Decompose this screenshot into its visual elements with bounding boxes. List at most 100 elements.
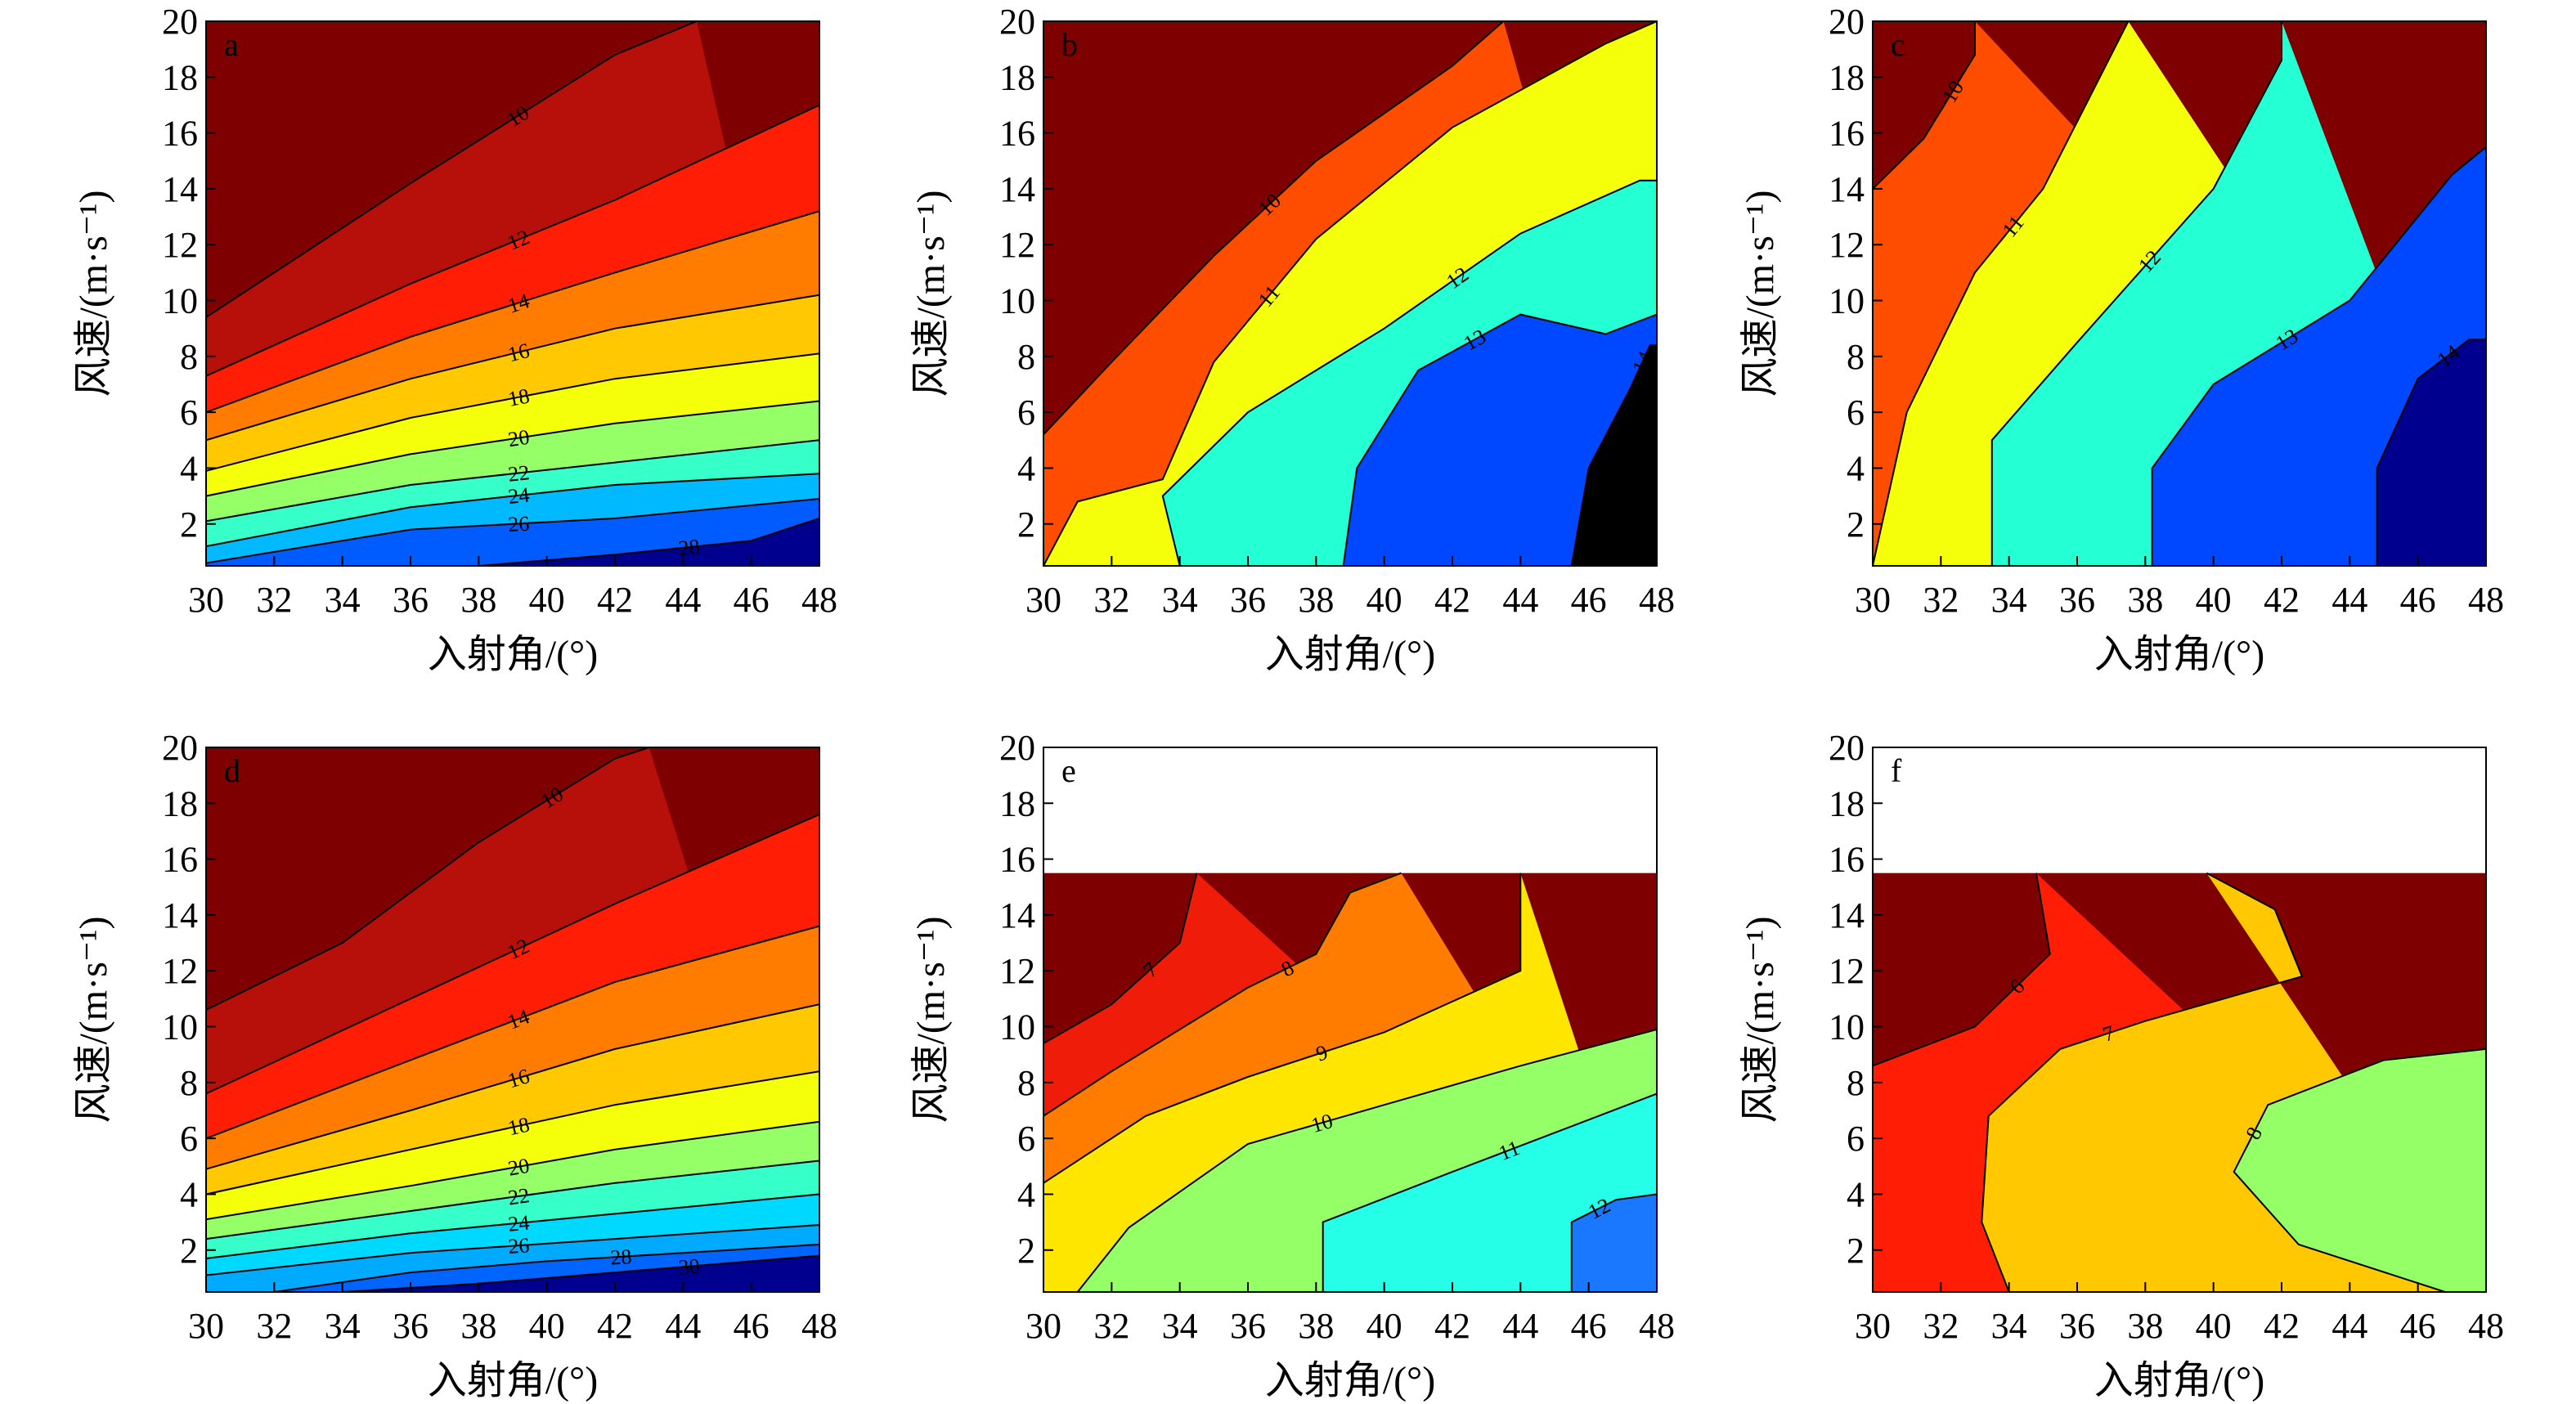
x-tick-label: 30 — [1025, 580, 1061, 620]
x-axis-label: 入射角/(°) — [428, 633, 599, 676]
y-tick-label: 10 — [162, 281, 198, 321]
y-tick-label: 18 — [162, 783, 198, 823]
x-tick-label: 40 — [529, 1306, 565, 1346]
panel-letter: f — [1891, 752, 1902, 789]
x-tick-label: 42 — [2264, 580, 2300, 620]
y-tick-label: 10 — [1829, 1007, 1865, 1047]
contour-label: −24 — [495, 483, 531, 510]
x-tick-label: 38 — [460, 1306, 496, 1346]
x-tick-label: 46 — [1571, 1306, 1607, 1346]
filled-contours — [1873, 872, 2486, 1292]
y-tick-label: 6 — [1847, 392, 1865, 433]
x-tick-label: 38 — [2127, 580, 2163, 620]
y-tick-label: 8 — [1847, 1063, 1865, 1103]
contour-line-20 — [206, 1120, 819, 1221]
x-tick-label: 48 — [2468, 580, 2504, 620]
x-axis-label: 入射角/(°) — [2094, 633, 2265, 676]
y-tick-label: 12 — [999, 225, 1035, 265]
axes-frame — [205, 20, 820, 567]
x-tick-label: 34 — [325, 580, 361, 620]
contour-line-16 — [206, 294, 819, 442]
y-tick-label: 6 — [1017, 1119, 1035, 1159]
y-tick-label: 6 — [1017, 392, 1035, 433]
x-tick-label: 38 — [1298, 1306, 1334, 1346]
y-tick-label: 20 — [162, 2, 198, 42]
y-tick-label: 18 — [162, 57, 198, 97]
x-tick-label: 30 — [1025, 1306, 1061, 1346]
contour-line-22 — [206, 1160, 819, 1240]
contour-line-12 — [1990, 21, 2282, 566]
contour-line-7 — [1043, 872, 1198, 1044]
y-tick-label: 16 — [1829, 840, 1865, 880]
contour-line-10 — [1043, 21, 1505, 436]
x-tick-label: 42 — [1434, 1306, 1470, 1346]
contour-line-7 — [1981, 872, 2304, 1292]
contour-line-30 — [342, 1254, 819, 1292]
y-tick-label: 12 — [162, 951, 198, 991]
y-tick-label: 8 — [1017, 1063, 1035, 1103]
contour-band-8 — [2233, 1048, 2486, 1292]
x-tick-label: 48 — [801, 580, 837, 620]
y-tick-label: 16 — [1829, 114, 1865, 154]
y-tick-label: 10 — [162, 1007, 198, 1047]
contour-lines — [1873, 872, 2486, 1292]
contour-line-11 — [1873, 21, 2129, 566]
axes-frame — [1872, 747, 2487, 1293]
filled-contours — [1043, 21, 1657, 566]
contour-label: −26 — [496, 1233, 531, 1259]
x-tick-label: 42 — [597, 1306, 633, 1346]
contour-line-26 — [206, 1224, 819, 1276]
y-tick-label: 6 — [180, 1119, 198, 1159]
y-tick-label: 16 — [999, 840, 1035, 880]
contour-label: −28 — [598, 1245, 632, 1270]
y-tick-label: 12 — [162, 225, 198, 265]
x-tick-label: 34 — [1162, 1306, 1198, 1346]
x-tick-label: 32 — [1093, 580, 1129, 620]
y-tick-label: 4 — [1017, 1174, 1035, 1214]
panel-letter: d — [224, 752, 240, 789]
x-tick-label: 48 — [1639, 580, 1675, 620]
contour-line-12 — [1161, 179, 1657, 566]
y-tick-label: 18 — [999, 57, 1035, 97]
y-tick-label: 18 — [1829, 57, 1865, 97]
contour-line-14 — [1570, 344, 1657, 566]
x-tick-label: 32 — [1923, 580, 1959, 620]
x-tick-label: 42 — [2264, 1306, 2300, 1346]
x-tick-label: 38 — [2127, 1306, 2163, 1346]
x-tick-label: 34 — [325, 1306, 361, 1346]
contour-line-24 — [206, 473, 819, 548]
contour-band-13 — [1343, 314, 1657, 566]
panel-letter: b — [1061, 26, 1078, 63]
y-axis-label: 风速/(m·s⁻¹) — [72, 190, 115, 397]
x-tick-label: 36 — [1230, 1306, 1266, 1346]
contour-line-26 — [206, 498, 819, 564]
y-tick-label: 8 — [1017, 337, 1035, 377]
y-tick-label: 20 — [1829, 728, 1865, 768]
x-tick-label: 32 — [256, 1306, 292, 1346]
contour-line-10 — [1873, 21, 1976, 190]
x-tick-label: 48 — [801, 1306, 837, 1346]
y-tick-label: 6 — [180, 392, 198, 433]
y-tick-label: 4 — [180, 1174, 198, 1214]
y-tick-label: 16 — [162, 114, 198, 154]
contour-line-11 — [1322, 1092, 1657, 1292]
filled-contours — [206, 747, 819, 1292]
contour-band-14 — [1571, 345, 1657, 566]
x-tick-label: 34 — [1162, 580, 1198, 620]
contour-lines — [1043, 21, 1657, 566]
contour-line-18 — [206, 1070, 819, 1195]
y-axis-label: 风速/(m·s⁻¹) — [1739, 190, 1782, 397]
x-tick-label: 36 — [2059, 1306, 2095, 1346]
y-tick-label: 20 — [162, 728, 198, 768]
y-tick-label: 14 — [1829, 169, 1865, 209]
contour-label: −30 — [666, 1254, 701, 1281]
contour-line-14 — [2376, 339, 2486, 566]
y-tick-label: 2 — [1017, 505, 1035, 545]
y-tick-label: 2 — [1017, 1231, 1035, 1271]
x-tick-label: 40 — [1367, 580, 1402, 620]
x-axis-label: 入射角/(°) — [1265, 633, 1436, 676]
contour-line-10 — [206, 21, 698, 318]
